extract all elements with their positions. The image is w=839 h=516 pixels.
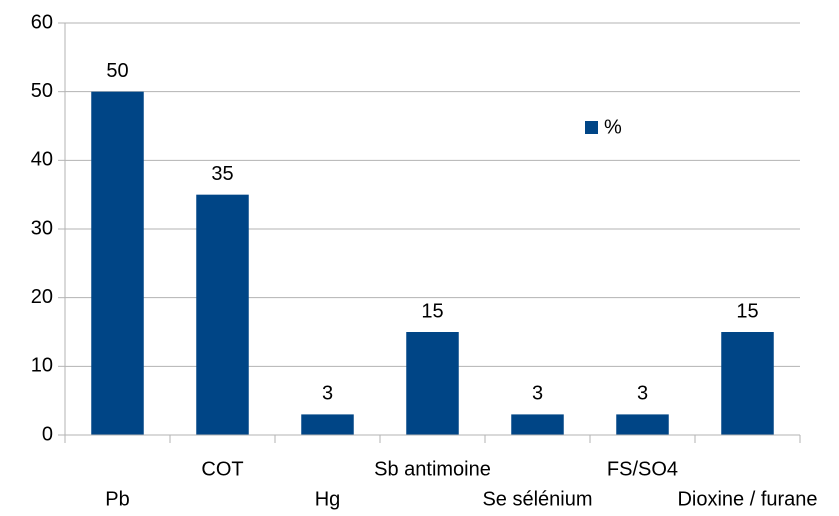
data-label: 15 <box>421 300 443 322</box>
data-label: 3 <box>322 383 333 405</box>
y-tick-label: 0 <box>42 423 53 445</box>
bar <box>196 194 249 435</box>
y-tick-label: 30 <box>31 217 53 239</box>
y-tick-label: 20 <box>31 286 53 308</box>
x-tick-label: FS/SO4 <box>607 458 678 480</box>
x-tick-label: Hg <box>315 488 341 510</box>
x-tick-label: Pb <box>105 488 129 510</box>
bar <box>301 414 354 435</box>
bar <box>721 332 774 435</box>
y-tick-label: 50 <box>31 80 53 102</box>
y-tick-label: 40 <box>31 149 53 171</box>
legend-swatch <box>585 121 598 134</box>
bar <box>91 91 144 436</box>
x-tick-label: Sb antimoine <box>374 458 491 480</box>
x-tick-label: COT <box>201 458 243 480</box>
data-label: 50 <box>106 60 128 82</box>
bar <box>511 414 564 435</box>
y-tick-label: 60 <box>31 11 53 33</box>
data-label: 35 <box>211 163 233 185</box>
data-label: 15 <box>736 300 758 322</box>
x-tick-label: Dioxine / furane <box>677 488 817 510</box>
bar <box>406 332 459 435</box>
legend-label: % <box>604 116 622 138</box>
data-label: 3 <box>637 383 648 405</box>
x-tick-label: Se sélénium <box>482 488 592 510</box>
data-label: 3 <box>532 383 543 405</box>
bar <box>616 414 669 435</box>
y-tick-label: 10 <box>31 355 53 377</box>
